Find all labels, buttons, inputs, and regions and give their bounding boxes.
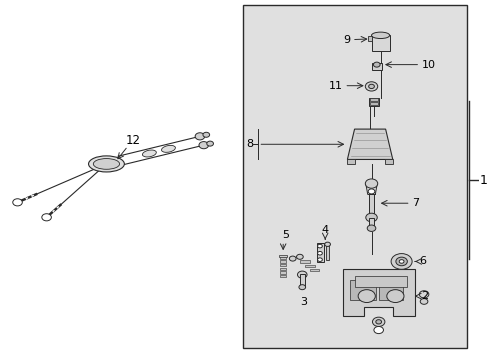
Circle shape (317, 244, 322, 248)
Bar (299, 274, 304, 287)
Circle shape (289, 256, 295, 261)
Bar (280, 267, 285, 270)
Circle shape (372, 317, 384, 327)
Circle shape (367, 189, 374, 194)
Bar (280, 257, 285, 259)
Text: 4: 4 (321, 225, 328, 235)
Ellipse shape (93, 158, 120, 169)
Ellipse shape (142, 150, 156, 157)
Bar (242, 5, 466, 348)
Circle shape (418, 291, 428, 298)
Circle shape (365, 213, 376, 222)
Circle shape (317, 258, 322, 261)
Bar (280, 260, 285, 263)
Circle shape (317, 251, 322, 255)
Bar (368, 194, 374, 217)
Circle shape (298, 285, 305, 290)
Ellipse shape (371, 32, 389, 39)
Text: 7: 7 (411, 198, 418, 208)
Circle shape (199, 141, 208, 149)
Circle shape (366, 225, 375, 231)
Text: 3: 3 (299, 297, 306, 307)
Bar (278, 255, 287, 257)
Bar (346, 159, 354, 164)
Ellipse shape (161, 145, 175, 152)
Ellipse shape (88, 156, 124, 172)
Circle shape (13, 199, 22, 206)
Circle shape (398, 260, 403, 263)
Bar (369, 98, 377, 101)
Text: 10: 10 (421, 60, 435, 69)
Text: 6: 6 (418, 256, 426, 266)
Circle shape (373, 327, 383, 334)
Bar (371, 35, 389, 51)
Text: 12: 12 (125, 134, 140, 147)
Polygon shape (342, 269, 414, 316)
Text: 2: 2 (420, 291, 427, 301)
Circle shape (206, 141, 213, 146)
Circle shape (390, 253, 411, 269)
Bar (280, 264, 285, 266)
Circle shape (386, 290, 403, 302)
Text: 5: 5 (282, 230, 288, 240)
Text: 11: 11 (328, 81, 342, 91)
Bar (280, 275, 285, 277)
Circle shape (195, 133, 204, 140)
Bar (367, 36, 372, 41)
Bar (316, 243, 323, 262)
Circle shape (419, 298, 427, 304)
Text: 1: 1 (479, 174, 487, 186)
Bar (325, 244, 328, 260)
Polygon shape (346, 129, 392, 159)
Circle shape (203, 132, 209, 137)
Circle shape (324, 242, 330, 247)
Bar (385, 159, 392, 164)
Text: 8: 8 (246, 139, 253, 149)
Circle shape (357, 290, 375, 302)
Text: 9: 9 (342, 35, 349, 45)
Bar (280, 271, 285, 274)
Bar (300, 260, 309, 263)
Circle shape (296, 254, 303, 259)
Circle shape (42, 214, 51, 221)
Circle shape (368, 84, 374, 89)
Circle shape (365, 82, 377, 91)
Bar (349, 280, 376, 300)
Bar (368, 98, 378, 106)
Bar (368, 217, 373, 228)
Circle shape (395, 257, 407, 266)
Bar (305, 265, 314, 267)
Bar (309, 269, 319, 271)
Circle shape (375, 320, 381, 324)
Circle shape (297, 271, 306, 278)
Bar (354, 276, 407, 287)
Bar (378, 280, 402, 300)
Bar (369, 102, 377, 105)
Bar (371, 63, 381, 70)
Circle shape (365, 179, 377, 188)
Circle shape (373, 62, 379, 67)
